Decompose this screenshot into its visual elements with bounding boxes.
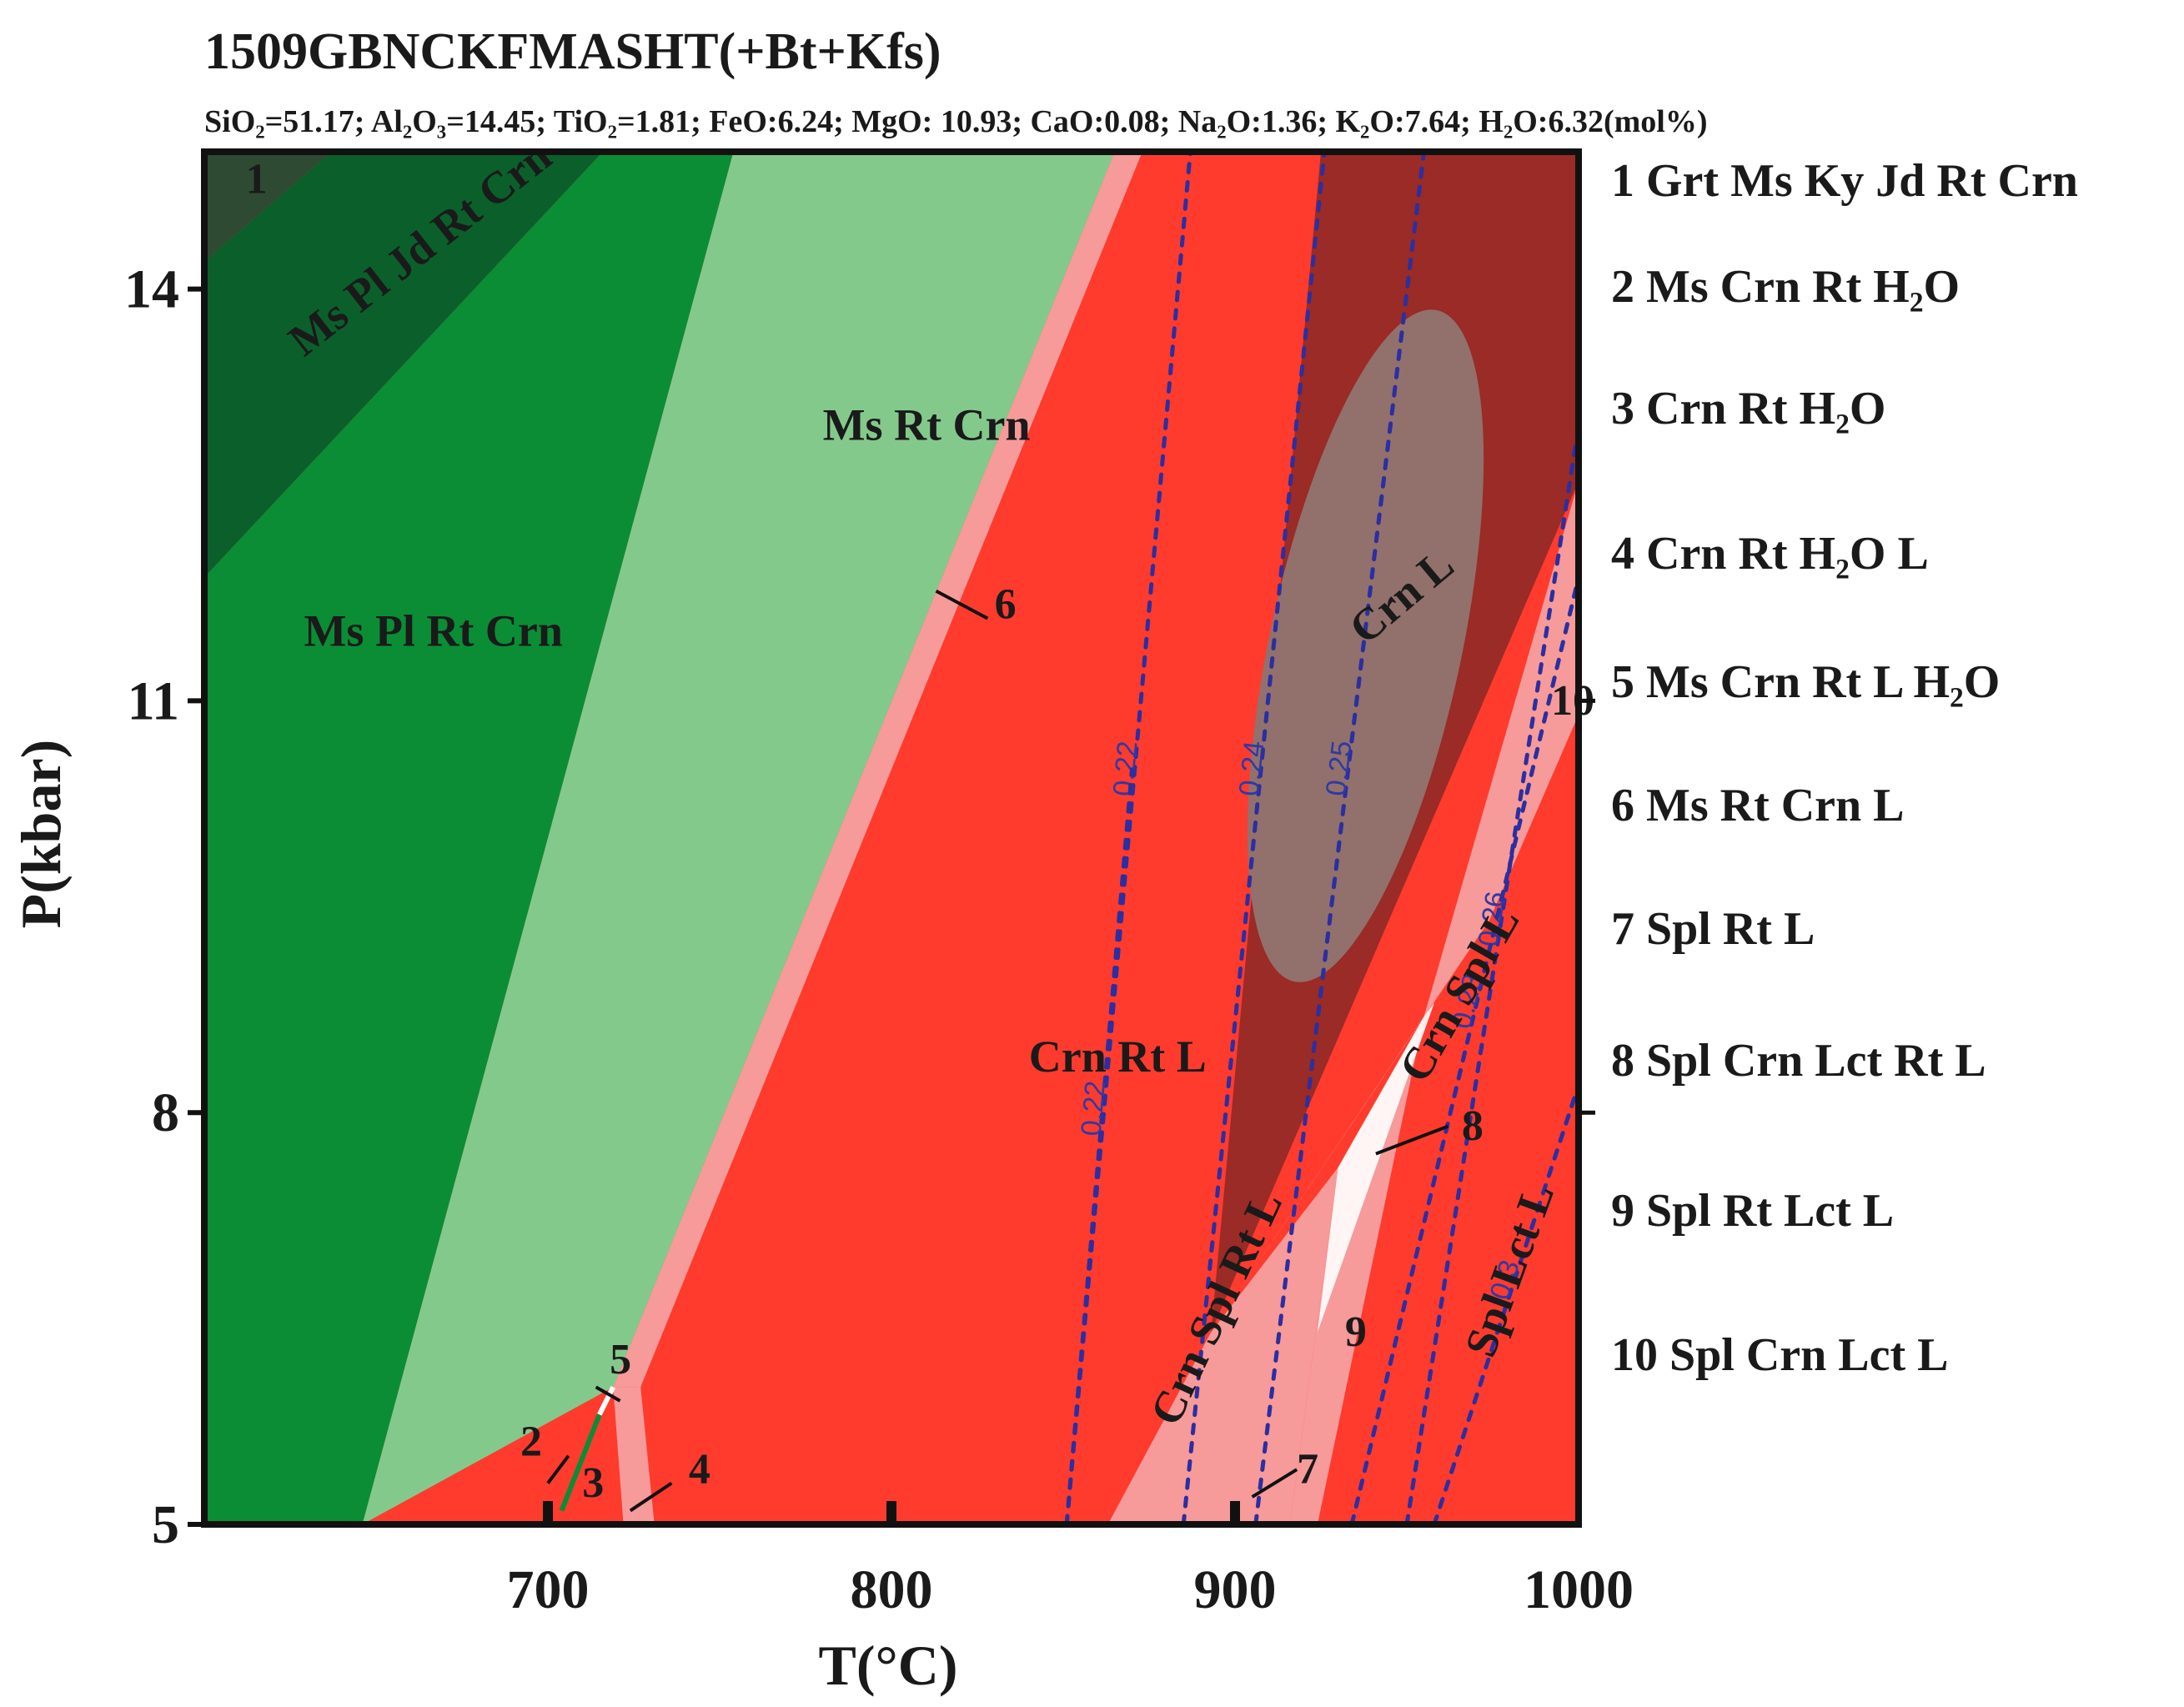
field-spl-crn-lct-l	[1423, 618, 1579, 1017]
y-tick-label: 11	[128, 670, 179, 731]
field-band-8	[1317, 1002, 1434, 1333]
x-tick-label: 700	[507, 1559, 590, 1620]
legend-item: 5 Ms Crn Rt L H₂O	[1611, 656, 2000, 708]
isopleth-line	[1064, 767, 1134, 1527]
legend-item: 4 Crn Rt H₂O L	[1611, 528, 1929, 580]
plot-area: 0.220.220.24 0.250.260.280.3 1 Ms Pl Jd Rt…	[124, 131, 1634, 1620]
field-band-4	[613, 1387, 655, 1524]
isopleth-line	[1432, 1082, 1581, 1527]
x-axis-label: T(°C)	[819, 1634, 958, 1697]
leader-line	[629, 1481, 673, 1513]
isopleth-line	[1181, 149, 1327, 1527]
crn-l-ellipse	[1247, 309, 1484, 982]
isopleth-label: 0.25	[1320, 739, 1358, 797]
field-label: 3	[582, 1459, 604, 1507]
field-label: 6	[995, 581, 1017, 629]
field-crn-spl-rt-l	[1107, 1167, 1338, 1524]
field-label: 4	[689, 1446, 710, 1494]
legend-item: 3 Crn Rt H₂O	[1611, 383, 1885, 434]
field-label: 7	[1297, 1446, 1318, 1494]
field-label: Ms Pl Rt Crn	[304, 606, 562, 656]
field-band-6	[613, 152, 1142, 1388]
isopleth-line	[1404, 424, 1581, 1527]
isopleth-label: 0.24	[1233, 740, 1271, 798]
field-label: 1	[245, 155, 267, 203]
legend-item: 2 Ms Crn Rt H₂O	[1611, 261, 1960, 313]
field-label: Ms Rt Crn	[823, 400, 1031, 450]
field-label: Crn Rt L	[1029, 1032, 1207, 1082]
isopleth-label: 0.22	[1107, 740, 1144, 797]
field-spl-rt-lct-l	[1289, 1017, 1424, 1524]
isopleth-line	[1349, 575, 1581, 1527]
field-label: 2	[520, 1418, 542, 1466]
legend-item: 9 Spl Rt Lct L	[1611, 1185, 1894, 1237]
field-label: 5	[610, 1336, 631, 1383]
y-tick-label: 5	[152, 1494, 179, 1555]
x-tick-label: 1000	[1524, 1559, 1634, 1620]
chart-subtitle: SiO₂=51.17; Al₂O₃=14.45; TiO₂=1.81; FeO:…	[204, 104, 1707, 139]
y-tick-label: 8	[152, 1082, 179, 1143]
legend-item: 1 Grt Ms Ky Jd Rt Crn	[1611, 155, 2078, 207]
field-line-2	[559, 1413, 602, 1512]
field-ms-rt-crn	[362, 152, 1115, 1524]
isopleth-label: 0.22	[1075, 1080, 1112, 1137]
y-tick-label: 14	[124, 259, 179, 320]
chart-title: 1509GBNCKFMASHT(+Bt+Kfs)	[204, 23, 941, 80]
leader-line	[546, 1454, 570, 1484]
legend-item: 8 Spl Crn Lct Rt L	[1611, 1035, 1986, 1087]
leader-line	[1375, 1124, 1449, 1156]
leader-line	[935, 589, 989, 620]
isopleth-line	[1253, 149, 1427, 1527]
legend-item: 10 Spl Crn Lct L	[1611, 1329, 1949, 1381]
field-ms-pl-rt-crn	[204, 152, 734, 1524]
leader-line	[1251, 1468, 1298, 1499]
legend-item: 6 Ms Rt Crn L	[1611, 780, 1905, 831]
field-line-5	[597, 1386, 615, 1416]
field-label: 8	[1462, 1102, 1484, 1150]
legend: 1 Grt Ms Ky Jd Rt Crn 2 Ms Crn Rt H₂O 3 Cr…	[1611, 155, 2078, 1381]
leader-line	[595, 1385, 621, 1403]
y-axis-label: P(kbar)	[9, 740, 73, 929]
field-grt-ms-ky-jd-rt-crn	[204, 152, 332, 262]
field-label: 9	[1345, 1308, 1367, 1356]
x-tick-label: 800	[851, 1559, 933, 1620]
legend-item: 7 Spl Rt L	[1611, 903, 1815, 955]
x-tick-label: 900	[1194, 1559, 1277, 1620]
